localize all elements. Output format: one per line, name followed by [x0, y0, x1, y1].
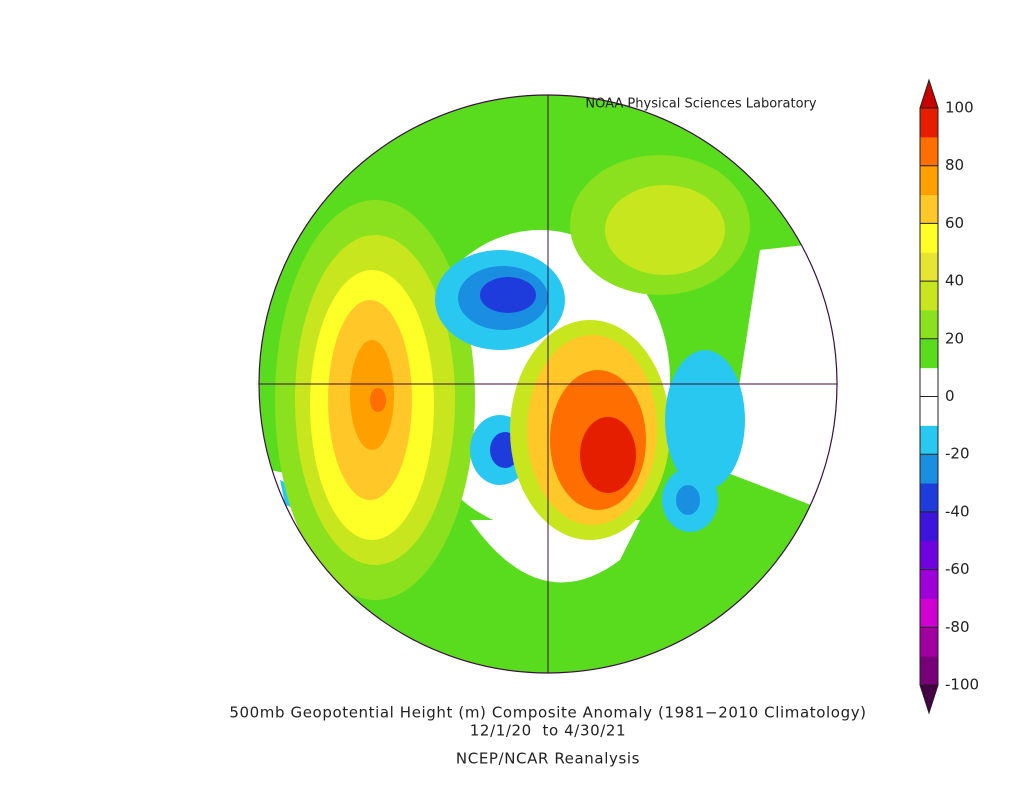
tick-label: 0 [945, 387, 955, 405]
tick-label: -40 [945, 502, 970, 520]
color-band [920, 656, 938, 686]
color-band [920, 367, 938, 397]
tick-label: -100 [945, 676, 979, 694]
color-band [920, 194, 938, 224]
color-band [920, 569, 938, 599]
over-triangle [919, 78, 939, 109]
tick-label: 80 [945, 156, 964, 174]
colorbar: 100 80 60 40 20 0 -20 -40 -60 -80 -100 [919, 78, 979, 715]
color-band [920, 108, 938, 138]
color-band [920, 511, 938, 542]
color-band [920, 309, 938, 340]
color-band [920, 281, 938, 311]
color-band [920, 165, 938, 196]
polar-map [259, 95, 837, 673]
color-band [920, 396, 938, 426]
header-title: NOAA Physical Sciences Laboratory [585, 97, 816, 112]
caption-line: 500mb Geopotential Height (m) Composite … [229, 704, 866, 722]
color-band [920, 252, 938, 282]
color-band [920, 454, 938, 484]
color-band [920, 540, 938, 571]
tick-label: 20 [945, 329, 964, 347]
tick-label: -80 [945, 618, 970, 636]
under-triangle [919, 684, 939, 715]
color-band [920, 627, 938, 657]
color-band [920, 136, 938, 167]
color-band [920, 223, 938, 253]
color-band [920, 483, 938, 513]
color-band [920, 338, 938, 369]
color-band [920, 425, 938, 455]
color-band [920, 598, 938, 628]
tick-label: 40 [945, 272, 964, 290]
tick-label: 60 [945, 214, 964, 232]
tick-label: -20 [945, 445, 970, 463]
caption-line: 12/1/20 to 4/30/21 [470, 722, 626, 740]
caption-line: NCEP/NCAR Reanalysis [456, 750, 640, 768]
tick-label: 100 [945, 99, 974, 117]
tick-label: -60 [945, 560, 970, 578]
